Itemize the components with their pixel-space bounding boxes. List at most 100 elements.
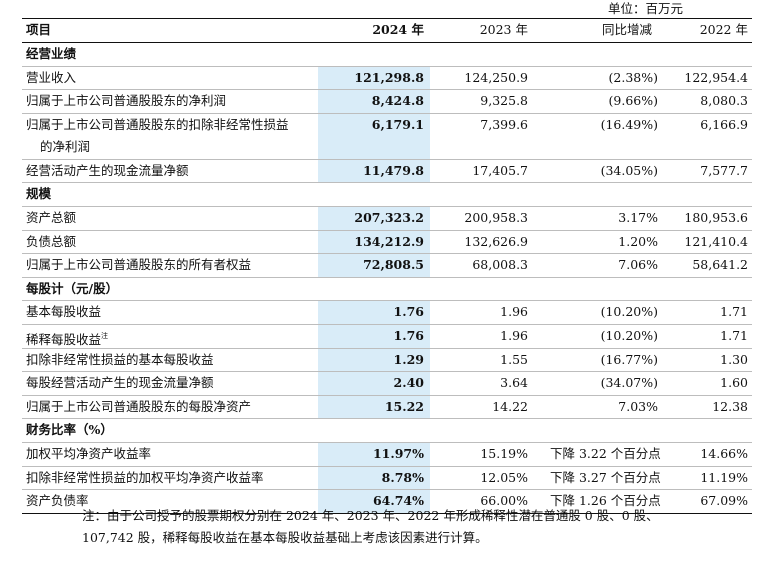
row-label: 归属于上市公司普通股股东的所有者权益: [26, 257, 252, 273]
table-row: 负债总额 134,212.9 132,626.9 1.20% 121,410.4: [22, 230, 752, 255]
value-2024: 64.74%: [318, 490, 430, 513]
unit-label: 单位：百万元: [608, 1, 684, 16]
row-label: 扣除非经常性损益的基本每股收益: [26, 351, 214, 367]
section-heading: 经营业绩: [22, 43, 752, 67]
section-title: 规模: [26, 186, 52, 202]
value-2023: 7,399.6: [480, 116, 528, 132]
value-2024: 121,298.8: [318, 66, 430, 90]
row-label: 归属于上市公司普通股股东的每股净资产: [26, 398, 252, 414]
value-2023: 68,008.3: [472, 257, 528, 273]
value-2023: 132,626.9: [464, 233, 528, 249]
table-row: 扣除非经常性损益的加权平均净资产收益率 8.78% 12.05% 下降 3.27…: [22, 466, 752, 491]
value-2024: 1.29: [318, 348, 430, 372]
value-2023: 12.05%: [480, 469, 528, 485]
value-yoy: (9.66%): [608, 93, 658, 109]
table-row: 归属于上市公司普通股股东的扣除非经常性损益 的净利润 6,179.1 7,399…: [22, 113, 752, 160]
value-2024: 207,323.2: [318, 206, 430, 230]
section-heading: 规模: [22, 183, 752, 207]
table-row: 每股经营活动产生的现金流量净额 2.40 3.64 (34.07%) 1.60: [22, 372, 752, 396]
header-yoy: 同比增减: [602, 22, 653, 37]
footnote-line2: 107,742 股，稀释每股收益在基本每股收益基础上考虑该因素进行计算。: [82, 530, 488, 545]
table-row: 资产负债率 64.74% 66.00% 下降 1.26 个百分点 67.09%: [22, 490, 752, 514]
value-2022: 8,080.3: [700, 93, 748, 109]
value-2023: 66.00%: [480, 493, 528, 509]
value-2023: 1.55: [500, 351, 528, 367]
table-row: 营业收入 121,298.8 124,250.9 (2.38%) 122,954…: [22, 66, 752, 91]
section-heading: 财务比率（%）: [22, 419, 752, 443]
row-label-line2: 的净利润: [40, 138, 91, 154]
value-2023: 9,325.8: [480, 93, 528, 109]
value-2022: 7,577.7: [700, 162, 748, 178]
value-2023: 1.96: [500, 304, 528, 320]
table-row: 归属于上市公司普通股股东的所有者权益 72,808.5 68,008.3 7.0…: [22, 254, 752, 278]
table-row: 扣除非经常性损益的基本每股收益 1.29 1.55 (16.77%) 1.30: [22, 348, 752, 373]
row-label: 每股经营活动产生的现金流量净额: [26, 375, 214, 391]
value-yoy: 下降 3.27 个百分点: [550, 469, 661, 485]
value-2024: 11.97%: [318, 442, 430, 466]
value-2024: 1.76: [318, 324, 430, 348]
table-row: 归属于上市公司普通股股东的每股净资产 15.22 14.22 7.03% 12.…: [22, 395, 752, 420]
row-label-line1: 归属于上市公司普通股股东的扣除非经常性损益: [26, 116, 289, 132]
value-2024: 15.22: [318, 395, 430, 419]
value-yoy: (10.20%): [600, 304, 658, 320]
value-2024: 8,424.8: [318, 90, 430, 113]
value-2023: 1.96: [500, 327, 528, 343]
table-row: 资产总额 207,323.2 200,958.3 3.17% 180,953.6: [22, 206, 752, 231]
table-row: 稀释每股收益注 1.76 1.96 (10.20%) 1.71: [22, 324, 752, 351]
value-2024: 2.40: [318, 372, 430, 395]
value-2024: 134,212.9: [318, 230, 430, 254]
value-yoy: 3.17%: [618, 209, 658, 225]
header-2022: 2022 年: [699, 22, 748, 37]
value-2022: 11.19%: [700, 469, 748, 485]
table-row: 加权平均净资产收益率 11.97% 15.19% 下降 3.22 个百分点 14…: [22, 442, 752, 467]
header-2024: 2024 年: [372, 22, 424, 37]
row-label: 基本每股收益: [26, 304, 102, 320]
row-label: 归属于上市公司普通股股东的扣除非经常性损益 的净利润: [26, 114, 316, 158]
row-label: 经营活动产生的现金流量净额: [26, 162, 189, 178]
value-2022: 6,166.9: [700, 116, 748, 132]
table-header: 项目 2024 年 2023 年 同比增减 2022 年: [22, 18, 752, 43]
value-2023: 3.64: [500, 375, 528, 391]
value-2022: 180,953.6: [684, 209, 748, 225]
table-row: 经营活动产生的现金流量净额 11,479.8 17,405.7 (34.05%)…: [22, 159, 752, 184]
value-2022: 1.71: [720, 304, 748, 320]
table-row: 基本每股收益 1.76 1.96 (10.20%) 1.71: [22, 301, 752, 325]
value-2024: 11,479.8: [318, 159, 430, 183]
value-yoy: 1.20%: [618, 233, 658, 249]
row-label: 扣除非经常性损益的加权平均净资产收益率: [26, 469, 264, 485]
value-yoy: 下降 3.22 个百分点: [550, 445, 661, 461]
row-label: 稀释每股收益注: [26, 325, 316, 351]
value-2022: 1.71: [720, 327, 748, 343]
value-yoy: 7.03%: [618, 398, 658, 414]
value-2024: 6,179.1: [318, 113, 430, 159]
row-label: 加权平均净资产收益率: [26, 445, 152, 461]
value-2023: 200,958.3: [464, 209, 528, 225]
value-2022: 12.38: [712, 398, 748, 414]
row-label: 资产负债率: [26, 493, 89, 509]
value-2023: 14.22: [492, 398, 528, 414]
row-label: 营业收入: [26, 69, 77, 85]
value-2024: 1.76: [318, 301, 430, 324]
header-2023: 2023 年: [479, 22, 528, 37]
value-2024: 72,808.5: [318, 254, 430, 277]
financial-table: 项目 2024 年 2023 年 同比增减 2022 年 经营业绩 营业收入 1…: [22, 18, 752, 514]
value-yoy: (2.38%): [608, 69, 658, 85]
value-2022: 67.09%: [700, 493, 748, 509]
value-yoy: 7.06%: [618, 257, 658, 273]
value-2022: 122,954.4: [684, 69, 748, 85]
header-item: 项目: [26, 22, 52, 37]
value-yoy: (10.20%): [600, 327, 658, 343]
value-2023: 15.19%: [480, 445, 528, 461]
row-label-text: 稀释每股收益: [26, 331, 102, 347]
value-2023: 124,250.9: [464, 69, 528, 85]
footnote-marker: 注: [101, 331, 109, 340]
value-yoy: (16.77%): [600, 351, 658, 367]
value-2024: 8.78%: [318, 466, 430, 490]
value-yoy: (34.07%): [600, 375, 658, 391]
section-title: 经营业绩: [26, 46, 77, 61]
value-2022: 58,641.2: [692, 257, 748, 273]
row-label: 负债总额: [26, 233, 77, 249]
value-yoy: (34.05%): [600, 162, 658, 178]
value-2022: 121,410.4: [684, 233, 748, 249]
value-2022: 1.30: [720, 351, 748, 367]
